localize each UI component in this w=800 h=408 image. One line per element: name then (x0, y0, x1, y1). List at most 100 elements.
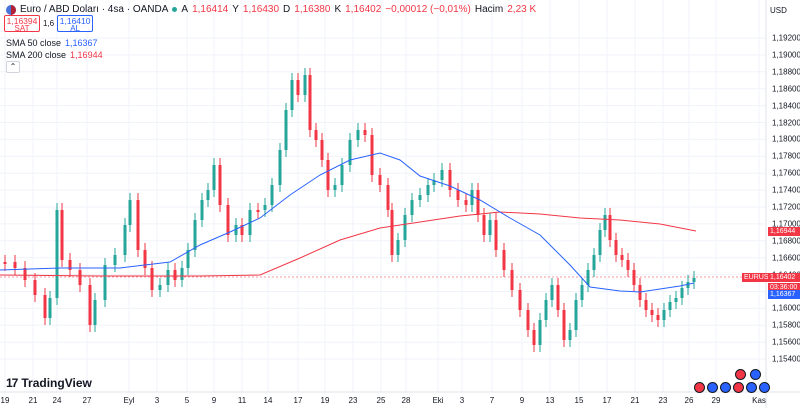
candle (226, 205, 230, 235)
candle (68, 260, 72, 270)
sma200-value: 1,16944 (70, 50, 103, 60)
candle (488, 220, 492, 235)
candle (78, 270, 82, 285)
price-tick: 1,17200 (772, 202, 800, 212)
time-tick: 17 (602, 396, 612, 405)
ohlc-high-value: 1,16430 (242, 4, 280, 15)
candle (218, 165, 222, 205)
ohlc-open-label: A (181, 4, 189, 15)
candle (193, 220, 197, 250)
price-tick: 1,18200 (772, 118, 800, 127)
volume-value: 2,23 K (507, 4, 537, 15)
candle (296, 80, 300, 95)
price-tick: 1,17400 (772, 185, 800, 195)
candle (644, 300, 648, 310)
sma50-line (0, 152, 695, 293)
currency-label[interactable]: USD (770, 6, 787, 15)
price-change: −0,00012 (−0,01%) (385, 4, 471, 15)
pair-title[interactable]: Euro / ABD Doları · 4sa · OANDA (20, 4, 169, 15)
price-tick: 1,17000 (772, 219, 800, 229)
time-tick: 27 (82, 396, 92, 405)
economic-event-icon[interactable] (733, 382, 744, 393)
candle (308, 75, 312, 130)
earnings-marker-icon[interactable] (735, 369, 746, 380)
economic-event-icon[interactable] (750, 369, 761, 380)
candle (464, 200, 468, 205)
candle (180, 268, 184, 280)
price-tick: 1,17600 (772, 168, 800, 178)
candle (256, 210, 260, 212)
candle (3, 262, 7, 264)
candle (494, 220, 498, 250)
candle (608, 215, 612, 240)
candle (440, 170, 444, 180)
chevron-up-icon: ⌃ (9, 62, 17, 71)
logo-text: TradingView (21, 376, 92, 390)
candle (390, 210, 394, 255)
spread-value: 1,6 (43, 19, 55, 28)
ohlc-low-value: 1,16380 (294, 4, 331, 15)
ohlc-low-label: D (283, 4, 291, 15)
flash-event-icon[interactable] (694, 382, 705, 393)
sell-button[interactable]: 1,16394 SAT (4, 15, 40, 33)
candle (680, 288, 684, 298)
price-tick: 1,15800 (772, 320, 800, 330)
candle (340, 165, 344, 185)
sma200-legend[interactable]: SMA 200 close 1,16944 (6, 50, 103, 60)
candle (686, 282, 690, 288)
time-tick: 15 (574, 396, 584, 405)
sma50-value: 1,16367 (65, 38, 98, 48)
event-markers-upper (735, 369, 761, 380)
price-tick: 1,19000 (772, 50, 800, 60)
candle (510, 270, 514, 290)
candle (470, 190, 474, 205)
economic-event-icon[interactable] (746, 382, 757, 393)
candle (290, 80, 294, 110)
candle (128, 200, 132, 225)
event-markers (694, 382, 770, 393)
candle (426, 185, 430, 195)
buy-button[interactable]: 1,16410 AL (57, 15, 94, 33)
candle (186, 250, 190, 268)
candle (173, 270, 177, 280)
candle (13, 262, 17, 268)
symbol-legend[interactable]: Euro / ABD Doları · 4sa · OANDA A 1,1641… (6, 4, 536, 15)
tradingview-logo[interactable]: 17 TradingView (6, 376, 92, 390)
time-tick: 13 (545, 396, 555, 405)
last-price-tag: 1,16402 (768, 273, 800, 282)
price-tick: 1,18400 (772, 101, 800, 111)
candle (143, 250, 147, 268)
candle (656, 315, 660, 320)
time-tick: 7 (489, 396, 495, 405)
time-tick: 5 (184, 396, 190, 405)
time-tick: 21 (28, 396, 38, 405)
candle (200, 200, 204, 220)
time-tick: 23 (348, 396, 358, 405)
sell-label: SAT (14, 24, 30, 33)
candle (284, 110, 288, 150)
time-tick: Eyl (123, 396, 135, 405)
ohlc-high-label: Y (232, 4, 239, 15)
buy-label: AL (70, 24, 81, 33)
collapse-legend-button[interactable]: ⌃ (6, 61, 20, 73)
candle (23, 268, 27, 280)
candle (556, 285, 560, 310)
time-tick: Kas (752, 396, 766, 405)
ohlc-close-label: K (334, 4, 342, 15)
economic-event-icon[interactable] (759, 382, 770, 393)
economic-event-icon[interactable] (720, 382, 731, 393)
economic-event-icon[interactable] (707, 382, 718, 393)
time-tick: 14 (263, 396, 273, 405)
candle (410, 200, 414, 215)
sma50-legend[interactable]: SMA 50 close 1,16367 (6, 38, 98, 48)
candle (396, 240, 400, 255)
candle (544, 300, 548, 320)
price-tick: 1,17800 (772, 151, 800, 161)
candle (60, 210, 64, 260)
candle (158, 285, 162, 290)
candle (314, 130, 318, 140)
candle (538, 320, 542, 345)
sma50-name: SMA 50 close (6, 38, 62, 48)
candle (348, 140, 352, 165)
